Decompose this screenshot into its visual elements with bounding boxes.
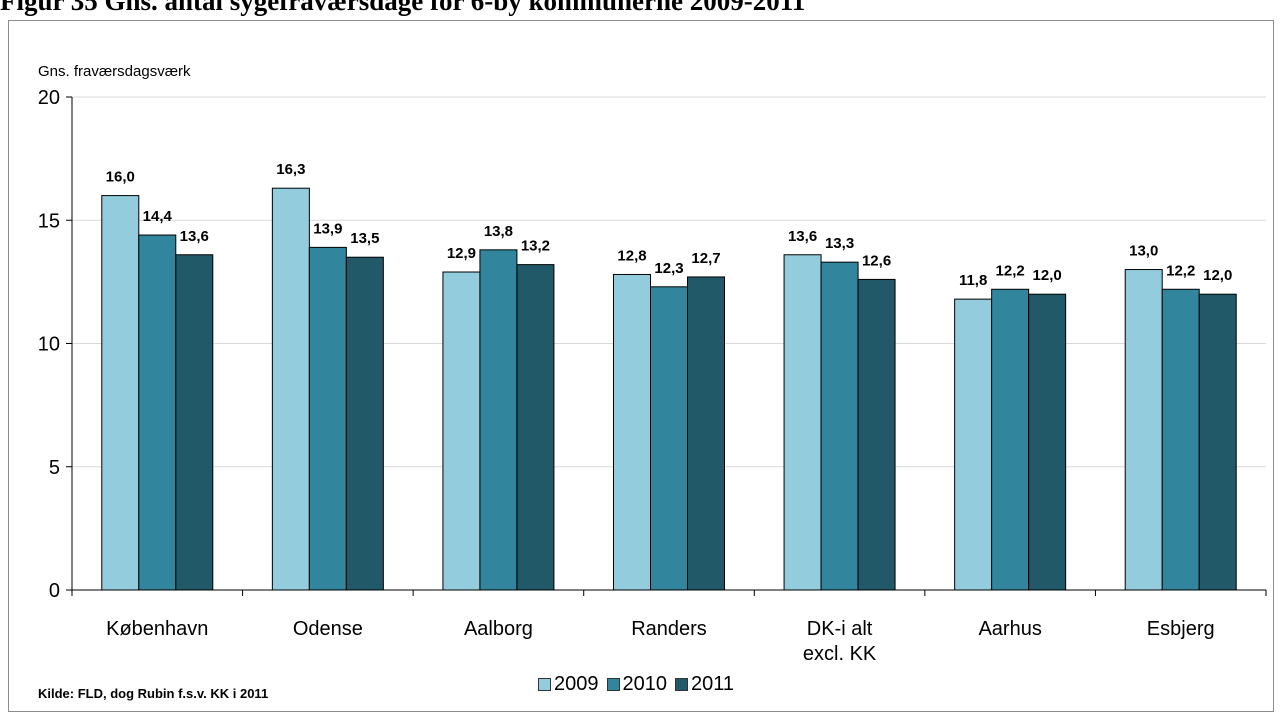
legend-swatch [538, 678, 551, 691]
data-label: 12,3 [654, 260, 683, 277]
y-tick-label: 5 [49, 457, 60, 479]
data-label: 14,4 [143, 208, 173, 225]
legend-label: 2011 [691, 673, 735, 695]
data-label: 13,9 [313, 220, 342, 237]
bar-2011 [345, 256, 384, 591]
bar-2010 [138, 234, 177, 591]
x-tick-label: Randers [631, 618, 707, 640]
data-label: 12,7 [691, 250, 720, 267]
y-axis-label: Gns. fraværsdagsværk [38, 63, 191, 80]
data-label: 12,8 [617, 247, 646, 264]
x-tick-label: Odense [293, 618, 363, 640]
bar-2009 [271, 187, 310, 591]
data-label: 11,8 [959, 272, 987, 289]
data-label: 16,3 [276, 161, 305, 178]
x-tick-label: DK-i alt [807, 618, 873, 640]
data-label: 12,0 [1033, 267, 1062, 284]
bar-2009 [613, 273, 651, 591]
data-label: 12,9 [447, 245, 476, 262]
data-label: 12,6 [862, 252, 891, 269]
data-label: 13,0 [1129, 243, 1158, 260]
data-label: 16,0 [106, 169, 135, 186]
legend-label: 2009 [554, 673, 599, 695]
bar-2010 [820, 261, 859, 591]
bar-2009 [442, 271, 481, 591]
data-label: 12,2 [996, 262, 1025, 279]
bar-2010 [1161, 288, 1200, 591]
legend-item-2011: 2011 [675, 673, 734, 696]
bar-2009 [783, 254, 822, 591]
data-label: 13,8 [484, 223, 513, 240]
y-tick-label: 20 [38, 87, 60, 109]
bar-2009 [954, 298, 993, 591]
x-tick-label: Esbjerg [1147, 618, 1215, 640]
data-label: 12,2 [1166, 262, 1195, 279]
bar-2011 [687, 276, 725, 591]
legend: 2009 2010 2011 [538, 673, 742, 696]
legend-label: 2010 [622, 673, 668, 695]
data-label: 13,3 [825, 235, 854, 252]
figure-title: Figur 35 Gns. antal sygefraværsdage for … [0, 0, 806, 16]
legend-swatch [606, 678, 620, 691]
data-label: 13,6 [180, 228, 209, 245]
bar-2010 [479, 249, 518, 591]
bar-2010 [991, 288, 1030, 591]
legend-swatch [675, 678, 688, 691]
y-tick-label: 0 [49, 580, 60, 602]
bar-2009 [101, 195, 140, 591]
y-tick-label: 15 [38, 210, 60, 232]
data-label: 12,0 [1203, 267, 1232, 284]
x-tick-label: excl. KK [803, 643, 877, 665]
y-tick-label: 10 [38, 334, 60, 356]
data-label: 13,6 [788, 228, 817, 245]
data-label: 13,5 [350, 230, 379, 247]
x-tick-label: Aarhus [978, 618, 1041, 640]
legend-item-2010: 2010 [606, 673, 668, 696]
legend-item-2009: 2009 [538, 673, 599, 696]
bar-2010 [308, 246, 347, 591]
bar-2011 [516, 264, 555, 591]
bar-2011 [175, 254, 214, 591]
bar-2011 [1198, 293, 1237, 591]
bar-2011 [1028, 293, 1067, 591]
x-tick-label: Aalborg [464, 618, 533, 640]
x-tick-label: København [106, 618, 208, 640]
bar-2010 [650, 286, 688, 591]
bar-2011 [857, 278, 896, 591]
source-note: Kilde: FLD, dog Rubin f.s.v. KK i 2011 [38, 686, 269, 701]
data-label: 13,2 [521, 238, 550, 255]
bar-2009 [1124, 269, 1163, 591]
